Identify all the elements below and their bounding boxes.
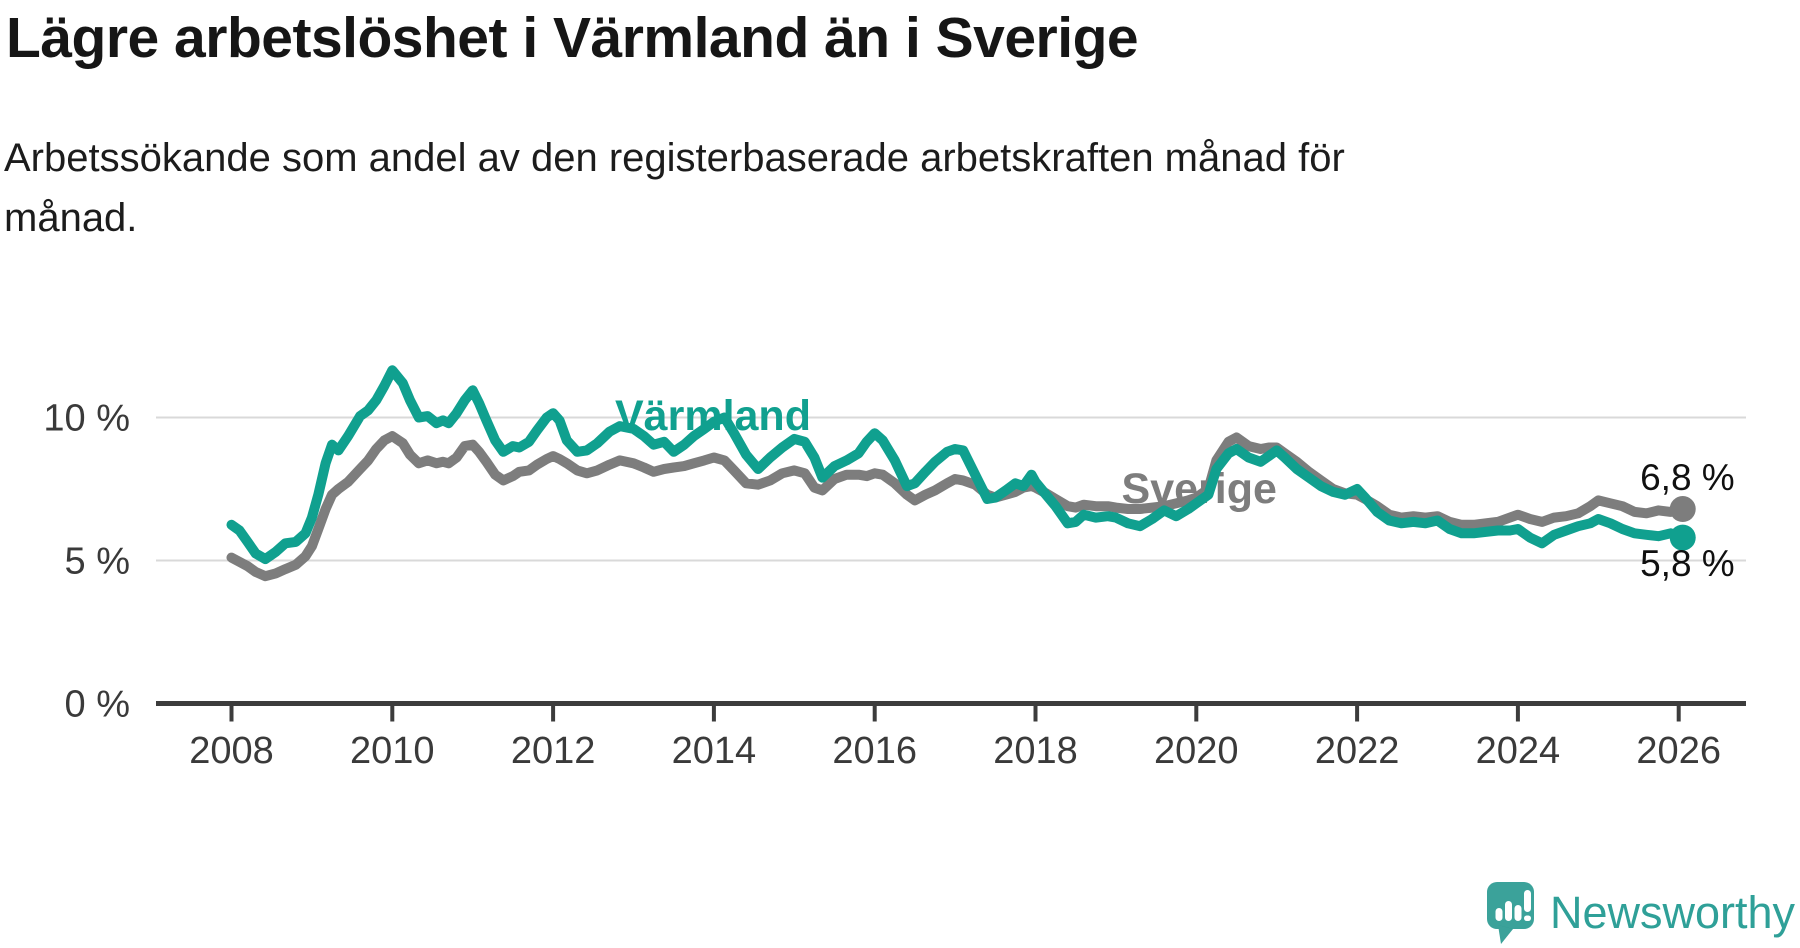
end-value-label-sverige: 6,8 % [1640, 457, 1735, 498]
newsworthy-logo-icon [1487, 882, 1534, 944]
series-end-dot-sverige [1669, 496, 1696, 523]
series-end-dot-vrmland [1669, 524, 1696, 551]
x-tick-label: 2008 [189, 730, 274, 772]
y-tick-label: 10 % [43, 398, 130, 440]
page-title: Lägre arbetslöshet i Värmland än i Sveri… [6, 6, 1139, 70]
x-tick-label: 2016 [832, 730, 917, 772]
series-label-vrmland: Värmland [615, 392, 811, 440]
x-tick-label: 2022 [1315, 730, 1400, 772]
x-tick-label: 2010 [350, 730, 435, 772]
x-tick-label: 2012 [511, 730, 596, 772]
y-tick-label: 0 % [65, 684, 130, 726]
y-tick-label: 5 % [65, 541, 130, 583]
series-line-vrmland [226, 365, 1688, 565]
chart-subtitle: Arbetssökande som andel av den registerb… [4, 136, 1345, 240]
newsworthy-logo-text: Newsworthy [1550, 887, 1796, 938]
x-tick-label: 2026 [1636, 730, 1721, 772]
series-line-sverige [226, 431, 1688, 582]
x-tick-label: 2024 [1476, 730, 1561, 772]
end-value-label-vrmland: 5,8 % [1640, 543, 1735, 584]
newsworthy-logo[interactable]: Newsworthy [1486, 880, 1800, 948]
x-tick-label: 2014 [672, 730, 757, 772]
x-tick-label: 2020 [1154, 730, 1239, 772]
x-tick-label: 2018 [993, 730, 1078, 772]
